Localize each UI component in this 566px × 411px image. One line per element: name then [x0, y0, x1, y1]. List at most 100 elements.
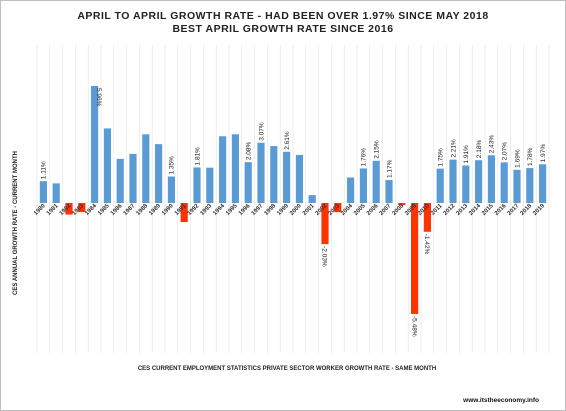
- tick-label-2013: 2013: [456, 203, 470, 217]
- bar-2013: [462, 165, 470, 203]
- tick-label-1989: 1989: [148, 203, 162, 217]
- bar-1989: [155, 144, 163, 203]
- tick-label-1987: 1987: [123, 203, 137, 217]
- tick-label-1998: 1998: [264, 203, 278, 217]
- bar-2008: [398, 203, 406, 206]
- bar-1980: [39, 181, 47, 203]
- bar-2017: [513, 169, 521, 203]
- data-label-1992: 1.81%: [194, 147, 201, 166]
- bar-1982: [65, 203, 73, 215]
- data-label-1999: 2.61%: [284, 131, 291, 150]
- bars: [39, 86, 547, 314]
- data-label-1996: 2.08%: [246, 142, 253, 161]
- bar-2014: [475, 160, 483, 203]
- bar-2011: [436, 168, 444, 203]
- data-label-2013: 1.91%: [463, 145, 470, 164]
- data-label-2012: 2.21%: [450, 139, 457, 158]
- tick-label-1988: 1988: [136, 203, 150, 217]
- tick-label-2011: 2011: [430, 203, 444, 217]
- bar-1983: [78, 203, 86, 213]
- bar-1992: [193, 167, 201, 203]
- tick-label-1984: 1984: [84, 203, 98, 217]
- tick-label-2015: 2015: [481, 203, 495, 217]
- bar-2002: [321, 203, 329, 245]
- bar-1990: [167, 176, 175, 203]
- bar-1988: [142, 134, 150, 203]
- tick-label-1980: 1980: [33, 203, 47, 217]
- bar-2000: [295, 154, 303, 203]
- bar-1984: [91, 86, 99, 203]
- tick-label-2016: 2016: [494, 203, 508, 217]
- bar-1991: [180, 203, 188, 223]
- tick-label-2004: 2004: [340, 203, 354, 217]
- tick-label-1981: 1981: [46, 203, 60, 217]
- bar-1996: [244, 162, 252, 203]
- data-label-1980: 1.11%: [41, 161, 48, 179]
- bar-2004: [347, 177, 355, 203]
- bar-1997: [257, 142, 265, 203]
- data-label-1984: 5.96%: [95, 88, 102, 107]
- chart-title: APRIL TO APRIL GROWTH RATE - HAD BEEN OV…: [77, 10, 488, 22]
- data-labels: 1.11% 5.96% 1.35% 1.81% 2.08% 3.07% 2.61% -2.03…: [41, 88, 547, 337]
- bar-1999: [283, 151, 291, 203]
- bar-2009: [411, 203, 419, 314]
- tick-label-2006: 2006: [366, 203, 380, 217]
- tick-label-2012: 2012: [443, 203, 457, 217]
- data-label-2017: 1.69%: [514, 149, 521, 168]
- y-axis-title: CES ANNUAL GROWTH RATE - CURRENT MONTH: [13, 151, 19, 295]
- tick-label-1985: 1985: [97, 203, 111, 217]
- tick-label-2014: 2014: [468, 203, 482, 217]
- data-label-2009: -5.48%: [410, 316, 417, 337]
- data-label-2006: 2.15%: [374, 140, 381, 159]
- bar-2016: [500, 162, 508, 203]
- data-label-2010: -1.42%: [423, 234, 430, 255]
- data-label-2014: 2.18%: [476, 140, 483, 159]
- tick-label-2017: 2017: [507, 203, 521, 217]
- bar-2010: [423, 203, 431, 232]
- bar-1995: [231, 134, 239, 203]
- bar-2001: [308, 195, 316, 203]
- gridlines: [36, 45, 550, 353]
- tick-label-1986: 1986: [110, 203, 124, 217]
- tick-label-1990: 1990: [161, 203, 175, 217]
- bar-2005: [359, 168, 367, 203]
- source-credit: www.itstheeconomy.info: [462, 397, 539, 404]
- data-label-2011: 1.75%: [438, 148, 445, 167]
- tick-label-1996: 1996: [238, 203, 252, 217]
- x-axis-title: CES CURRENT EMPLOYMENT STATISTICS PRIVAT…: [138, 366, 436, 372]
- data-label-1990: 1.35%: [169, 156, 176, 175]
- bar-1994: [219, 136, 227, 203]
- bar-2012: [449, 159, 457, 203]
- bar-2018: [526, 168, 534, 203]
- tick-label-2000: 2000: [289, 203, 303, 217]
- bar-1998: [270, 146, 278, 203]
- data-label-2019: 1.97%: [540, 144, 547, 163]
- tick-label-1999: 1999: [276, 203, 290, 217]
- bar-2003: [334, 203, 342, 213]
- data-label-2015: 2.43%: [489, 135, 496, 154]
- tick-label-1993: 1993: [200, 203, 214, 217]
- tick-label-2019: 2019: [532, 203, 546, 217]
- data-label-2018: 1.78%: [527, 147, 534, 166]
- bar-2019: [539, 164, 547, 203]
- tick-label-1995: 1995: [225, 203, 239, 217]
- bar-2006: [372, 160, 380, 203]
- tick-label-2001: 2001: [302, 203, 316, 217]
- tick-label-2018: 2018: [520, 203, 534, 217]
- chart-subtitle: BEST APRIL GROWTH RATE SINCE 2016: [172, 23, 393, 35]
- bar-1981: [52, 183, 60, 203]
- x-tick-labels: 1980 1981 1982 1983 1984 1985 1986 1987 1988 1989…: [33, 203, 546, 217]
- tick-label-2005: 2005: [353, 203, 367, 217]
- data-label-2002: -2.03%: [321, 246, 328, 267]
- bar-2015: [487, 155, 495, 203]
- tick-label-1992: 1992: [187, 203, 201, 217]
- bar-1993: [206, 167, 214, 203]
- tick-label-2007: 2007: [379, 203, 393, 217]
- data-label-2016: 2.07%: [502, 142, 509, 161]
- bar-1987: [129, 153, 137, 203]
- data-label-2007: 1.17%: [386, 159, 393, 178]
- bar-1985: [103, 128, 111, 203]
- bar-2007: [385, 180, 393, 203]
